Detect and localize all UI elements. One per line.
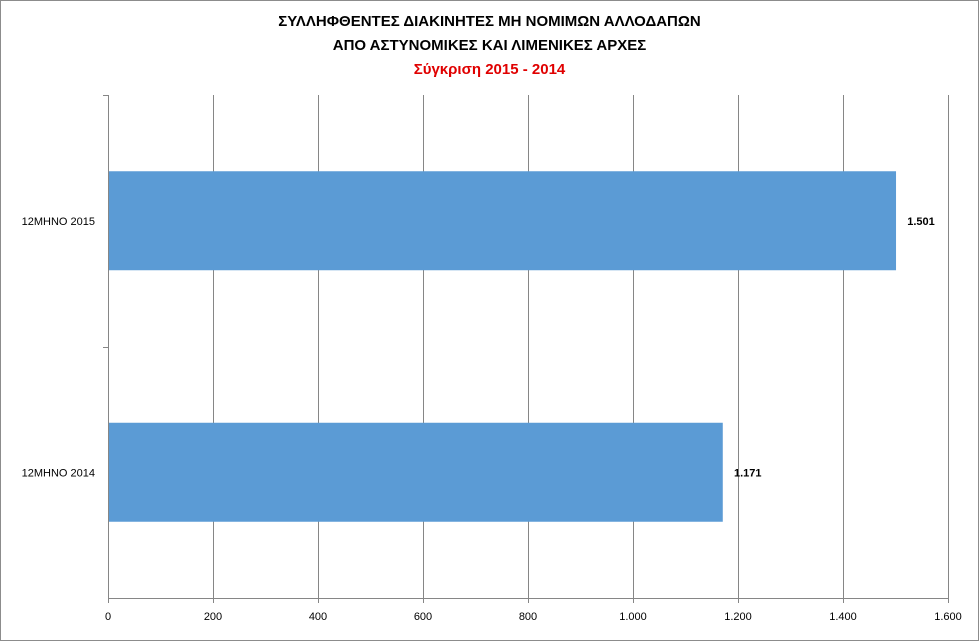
chart-title-line-1: ΣΥΛΛΗΦΘΕΝΤΕΣ ΔΙΑΚΙΝΗΤΕΣ ΜΗ ΝΟΜΙΜΩΝ ΑΛΛΟΔ… — [278, 13, 701, 30]
bar — [109, 171, 897, 271]
x-tick-label: 1.000 — [619, 611, 647, 623]
chart-title-line-2: ΑΠΟ ΑΣΤΥΝΟΜΙΚΕΣ ΚΑΙ ΛΙΜΕΝΙΚΕΣ ΑΡΧΕΣ — [332, 37, 647, 54]
x-tick-label: 400 — [309, 611, 327, 623]
data-label: 1.171 — [734, 467, 762, 479]
category-label: 12ΜΗΝΟ 2015 — [22, 216, 95, 228]
x-tick-label: 200 — [204, 611, 222, 623]
x-tick-label: 800 — [519, 611, 537, 623]
x-tick-label: 1.200 — [724, 611, 752, 623]
chart-subtitle: Σύγκριση 2015 - 2014 — [413, 61, 566, 78]
x-tick-label: 1.400 — [829, 611, 857, 623]
category-label: 12ΜΗΝΟ 2014 — [22, 467, 95, 479]
bar — [109, 422, 723, 522]
x-tick-label: 0 — [105, 611, 111, 623]
data-label: 1.501 — [907, 216, 935, 228]
x-tick-label: 1.600 — [934, 611, 962, 623]
x-tick-label: 600 — [414, 611, 432, 623]
